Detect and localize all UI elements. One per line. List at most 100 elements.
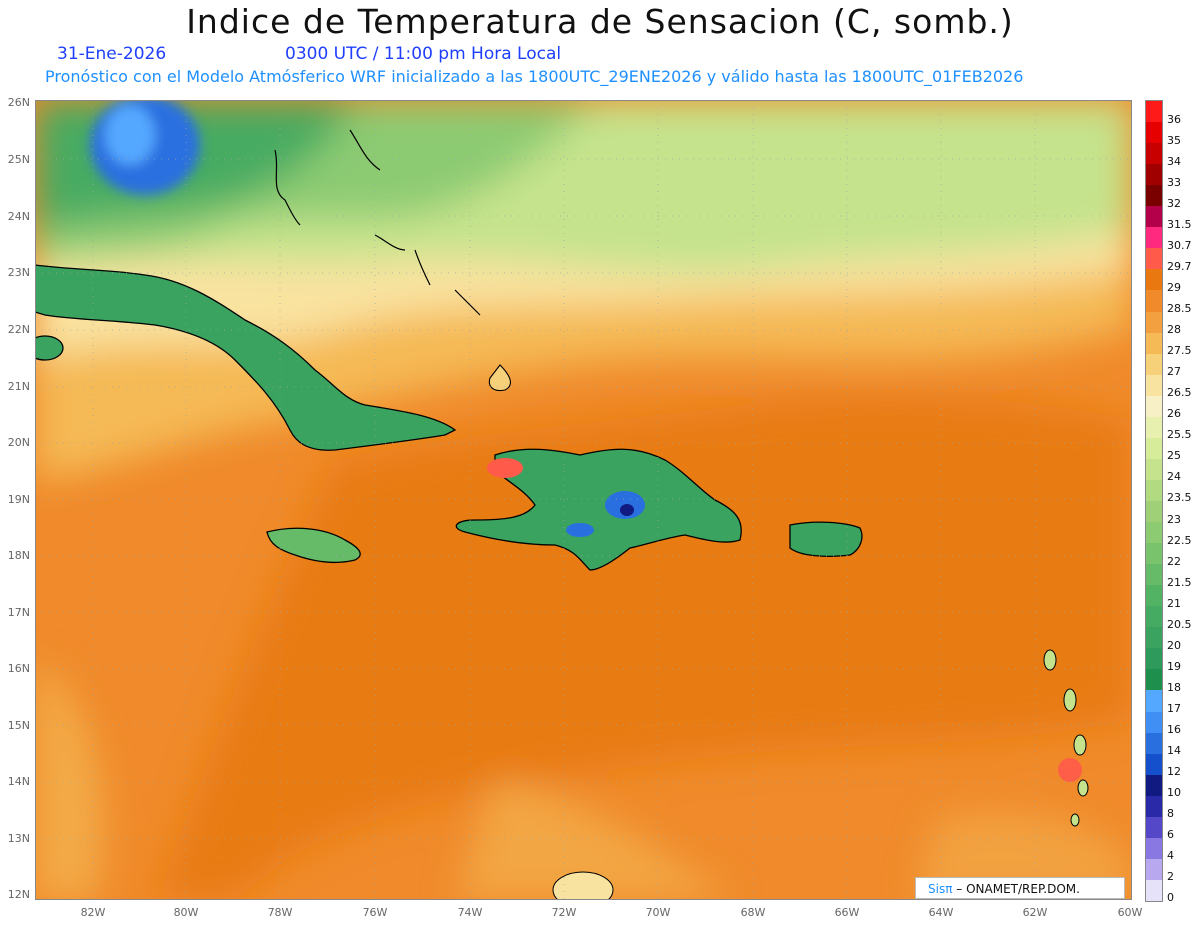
lon-label: 82W (80, 906, 106, 919)
color-scale-swatch (1146, 164, 1162, 186)
color-scale-label: 25.5 (1167, 428, 1192, 442)
color-scale-label: 22.5 (1167, 533, 1192, 547)
color-scale-bar (1145, 100, 1163, 902)
color-scale-swatch (1146, 122, 1162, 144)
color-scale-label: 36 (1167, 112, 1181, 126)
color-scale-swatch (1146, 479, 1162, 502)
color-scale-swatch (1146, 374, 1162, 397)
color-scale-label: 21 (1167, 596, 1181, 610)
color-scale-label: 4 (1167, 849, 1174, 863)
color-scale-label: 29 (1167, 280, 1181, 294)
color-scale-label: 20 (1167, 638, 1181, 652)
color-scale-label: 31.5 (1167, 217, 1192, 231)
credit-text: – ONAMET/REP.DOM. (956, 882, 1080, 896)
color-scale-label: 30.7 (1167, 238, 1192, 252)
color-scale-swatch (1146, 269, 1162, 291)
color-scale-label: 14 (1167, 744, 1181, 758)
color-scale-label: 32 (1167, 196, 1181, 210)
color-scale-swatch (1146, 774, 1162, 797)
color-scale-label: 21.5 (1167, 575, 1192, 589)
color-scale-swatch (1146, 795, 1162, 818)
color-scale-swatch (1146, 458, 1162, 481)
color-scale-swatch (1146, 753, 1162, 776)
color-scale-label: 8 (1167, 807, 1174, 821)
color-scale-swatch (1146, 501, 1162, 523)
lat-label: 18N (7, 549, 30, 562)
lon-label: 76W (362, 906, 388, 919)
color-scale-swatch (1146, 711, 1162, 734)
color-scale-label: 12 (1167, 765, 1181, 779)
color-scale-swatch (1146, 858, 1162, 881)
color-scale-label: 16 (1167, 723, 1181, 737)
color-scale-label: 29.7 (1167, 259, 1192, 273)
color-scale-swatch (1146, 416, 1162, 439)
color-scale-swatch (1146, 669, 1162, 691)
color-scale-swatch (1146, 564, 1162, 586)
color-scale-label: 0 (1167, 891, 1174, 905)
credit-box: Sisπ – ONAMET/REP.DOM. (915, 877, 1125, 899)
lat-label: 24N (7, 210, 30, 223)
color-scale-swatch (1146, 206, 1162, 228)
color-scale-swatch (1146, 648, 1162, 670)
lat-label: 21N (7, 380, 30, 393)
color-scale-label: 24 (1167, 470, 1181, 484)
cuba-land (35, 264, 457, 451)
color-scale-label: 27 (1167, 365, 1181, 379)
hispaniola-land (455, 448, 742, 571)
color-scale-label: 26.5 (1167, 386, 1192, 400)
color-scale-swatch (1146, 101, 1162, 123)
color-scale-swatch (1146, 690, 1162, 713)
lat-label: 19N (7, 493, 30, 506)
color-scale-swatch (1146, 816, 1162, 839)
color-scale-swatch (1146, 543, 1162, 565)
color-scale-label: 10 (1167, 786, 1181, 800)
color-scale-swatch (1146, 437, 1162, 460)
valid-time: 0300 UTC / 11:00 pm Hora Local (285, 44, 562, 64)
lon-label: 64W (928, 906, 954, 919)
color-scale-label: 34 (1167, 154, 1181, 168)
color-scale-label: 33 (1167, 175, 1181, 189)
color-scale-swatch (1146, 311, 1162, 334)
color-scale-swatch (1146, 290, 1162, 313)
valid-date: 31-Ene-2026 (57, 44, 167, 64)
color-scale-swatch (1146, 879, 1162, 902)
lon-label: 68W (740, 906, 766, 919)
lon-label: 74W (457, 906, 483, 919)
color-scale-swatch (1146, 522, 1162, 544)
color-scale-swatch (1146, 353, 1162, 376)
lon-label: 72W (551, 906, 577, 919)
lon-label: 80W (173, 906, 199, 919)
color-scale-swatch (1146, 627, 1162, 649)
color-scale-swatch (1146, 837, 1162, 860)
color-scale-label: 22 (1167, 554, 1181, 568)
color-scale-label: 19 (1167, 659, 1181, 673)
color-scale-label: 2 (1167, 870, 1174, 884)
color-scale-label: 20.5 (1167, 617, 1192, 631)
color-scale-label: 28.5 (1167, 302, 1192, 315)
color-scale-label: 18 (1167, 680, 1181, 694)
lat-label: 22N (7, 323, 30, 336)
color-scale-swatch (1146, 332, 1162, 355)
puerto-rico-land (789, 521, 863, 557)
color-scale-label: 35 (1167, 133, 1181, 147)
color-scale-swatch (1146, 395, 1162, 418)
lat-label: 12N (7, 888, 30, 901)
color-scale-swatch (1146, 248, 1162, 270)
color-scale-label: 26 (1167, 407, 1181, 421)
lat-label: 23N (7, 266, 30, 279)
color-scale-swatch (1146, 185, 1162, 207)
color-scale-swatch (1146, 227, 1162, 249)
lon-label: 70W (645, 906, 671, 919)
jamaica-land (266, 527, 361, 564)
map-title: Indice de Temperatura de Sensacion (C, s… (186, 2, 1014, 41)
lat-label: 25N (7, 153, 30, 166)
lat-label: 14N (7, 775, 30, 788)
lat-label: 20N (7, 436, 30, 449)
lon-label: 62W (1022, 906, 1048, 919)
lat-label: 13N (7, 832, 30, 845)
color-scale-label: 6 (1167, 828, 1174, 842)
color-scale-label: 23 (1167, 512, 1181, 526)
lat-label: 17N (7, 606, 30, 619)
lon-label: 60W (1117, 906, 1143, 919)
forecast-info: Pronóstico con el Modelo Atmósferico WRF… (45, 67, 1024, 86)
